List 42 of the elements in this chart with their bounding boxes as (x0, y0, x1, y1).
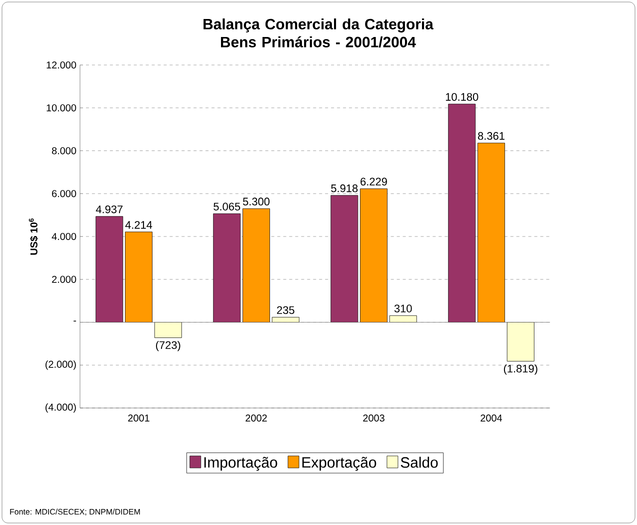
x-tick-label: 2002 (246, 414, 267, 422)
data-label: (1.819) (504, 364, 538, 375)
bar (242, 208, 270, 322)
data-label: 235 (277, 306, 294, 314)
data-label: 4.937 (96, 205, 123, 214)
x-tick-label: 2003 (363, 414, 384, 422)
bar (506, 322, 534, 362)
bar (154, 322, 182, 338)
data-label: 4.214 (125, 221, 152, 229)
bar (96, 216, 124, 322)
x-tick-label: 2004 (480, 414, 502, 422)
data-label: 8.361 (478, 132, 504, 140)
bar (330, 195, 358, 322)
y-tick-label: 12.000 (46, 61, 76, 69)
y-tick-label: 6.000 (52, 190, 76, 198)
data-label: 310 (394, 304, 412, 312)
y-tick-label: 8.000 (52, 147, 76, 154)
data-label: 5.918 (331, 184, 358, 192)
bar (360, 188, 388, 322)
y-tick-label: - (74, 320, 76, 322)
data-label: (723) (156, 340, 180, 352)
bar (478, 142, 505, 322)
bar (389, 315, 417, 322)
legend-label: Exportação (302, 456, 376, 471)
y-tick-label: (2.000) (46, 360, 76, 370)
bar (125, 232, 152, 322)
y-tick-label: 2.000 (52, 276, 76, 283)
chart-title: Balança Comercial da Categoria Bens Primários - 2001/2004 (204, 18, 434, 48)
y-tick-label: 4.000 (52, 232, 76, 240)
y-tick-label: (4.000) (46, 403, 76, 413)
data-label: 10.180 (446, 93, 478, 101)
data-label: 5.065 (214, 202, 240, 210)
legend-label: Importação (204, 456, 278, 471)
legend-label: Saldo (400, 456, 438, 468)
bar (213, 213, 241, 322)
y-axis-title: US$ 10$^{6}$ (28, 218, 38, 255)
data-label: 5.300 (242, 198, 270, 206)
x-tick-label: 2001 (128, 414, 150, 422)
data-label: 6.229 (360, 178, 387, 186)
bar (448, 104, 476, 322)
y-tick-label: 10.000 (46, 104, 76, 112)
bar (272, 317, 300, 322)
